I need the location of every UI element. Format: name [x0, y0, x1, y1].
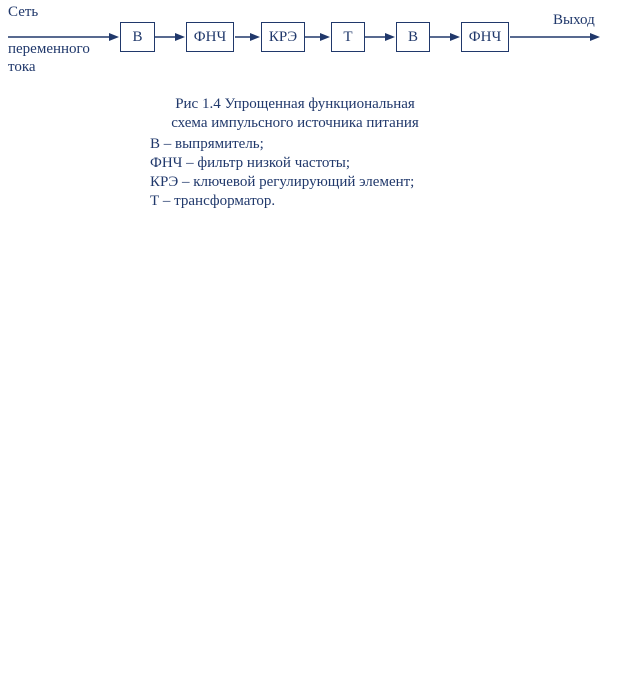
figure-caption: Рис 1.4 Упрощенная функциональная схема …: [150, 95, 580, 211]
legend: В – выпрямитель; ФНЧ – фильтр низкой час…: [150, 135, 580, 211]
legend-item: В – выпрямитель;: [150, 135, 580, 154]
caption-title-line1: Рис 1.4 Упрощенная функциональная: [150, 95, 440, 114]
legend-item: Т – трансформатор.: [150, 192, 580, 211]
block-v2: В: [396, 22, 430, 52]
block-t: Т: [331, 22, 365, 52]
block-diagram: Сеть переменного тока Выход ВФНЧКРЭТВФНЧ: [0, 0, 627, 80]
legend-item: КРЭ – ключевой регулирующий элемент;: [150, 173, 580, 192]
block-lpf1: ФНЧ: [186, 22, 234, 52]
block-v1: В: [120, 22, 155, 52]
block-kre: КРЭ: [261, 22, 305, 52]
legend-item: ФНЧ – фильтр низкой частоты;: [150, 154, 580, 173]
block-lpf2: ФНЧ: [461, 22, 509, 52]
caption-title-line2: схема импульсного источника питания: [150, 114, 440, 133]
arrow-out: [0, 0, 627, 80]
